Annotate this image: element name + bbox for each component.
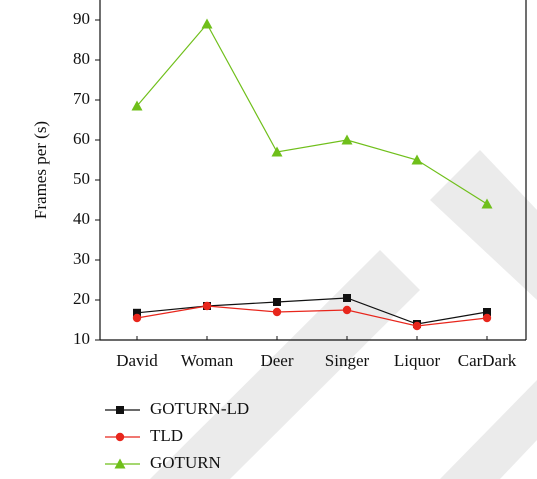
- x-tick-label: CarDark: [458, 351, 517, 370]
- marker: [343, 294, 351, 302]
- y-tick-label: 50: [73, 169, 90, 188]
- marker: [116, 406, 124, 414]
- watermark-stroke: [440, 380, 537, 479]
- marker: [131, 100, 143, 111]
- y-tick-label: 80: [73, 49, 90, 68]
- marker: [133, 308, 141, 317]
- y-tick-label: 40: [73, 209, 90, 228]
- marker: [342, 305, 352, 315]
- marker: [201, 18, 213, 29]
- y-tick-label: 20: [73, 289, 90, 308]
- legend-label: TLD: [150, 426, 183, 445]
- marker: [412, 321, 422, 331]
- marker: [341, 134, 353, 145]
- marker: [202, 301, 212, 311]
- watermark-stroke: [150, 250, 420, 479]
- y-tick-label: 90: [73, 9, 90, 28]
- watermark: [150, 150, 537, 479]
- marker: [115, 432, 125, 442]
- marker: [271, 146, 283, 157]
- marker: [482, 313, 492, 323]
- marker: [132, 313, 142, 323]
- y-tick-label: 30: [73, 249, 90, 268]
- y-axis-label: Frames per (s): [31, 121, 50, 219]
- x-tick-label: David: [116, 351, 158, 370]
- marker: [411, 154, 423, 165]
- y-tick-label: 70: [73, 89, 90, 108]
- x-tick-label: Deer: [260, 351, 293, 370]
- series-line: [136, 22, 488, 205]
- y-tick-label: 10: [73, 329, 90, 348]
- x-tick-label: Woman: [181, 351, 234, 370]
- x-tick-label: Liquor: [394, 351, 441, 370]
- marker: [273, 298, 281, 306]
- series-line: [136, 297, 488, 325]
- marker: [481, 198, 493, 209]
- marker: [272, 307, 282, 317]
- watermark-stroke: [430, 150, 537, 300]
- legend-label: GOTURN-LD: [150, 399, 249, 418]
- series-line: [136, 305, 488, 327]
- y-tick-label: 60: [73, 129, 90, 148]
- x-tick-label: Singer: [325, 351, 370, 370]
- marker: [483, 308, 491, 316]
- legend-label: GOTURN: [150, 453, 221, 472]
- marker: [114, 458, 126, 469]
